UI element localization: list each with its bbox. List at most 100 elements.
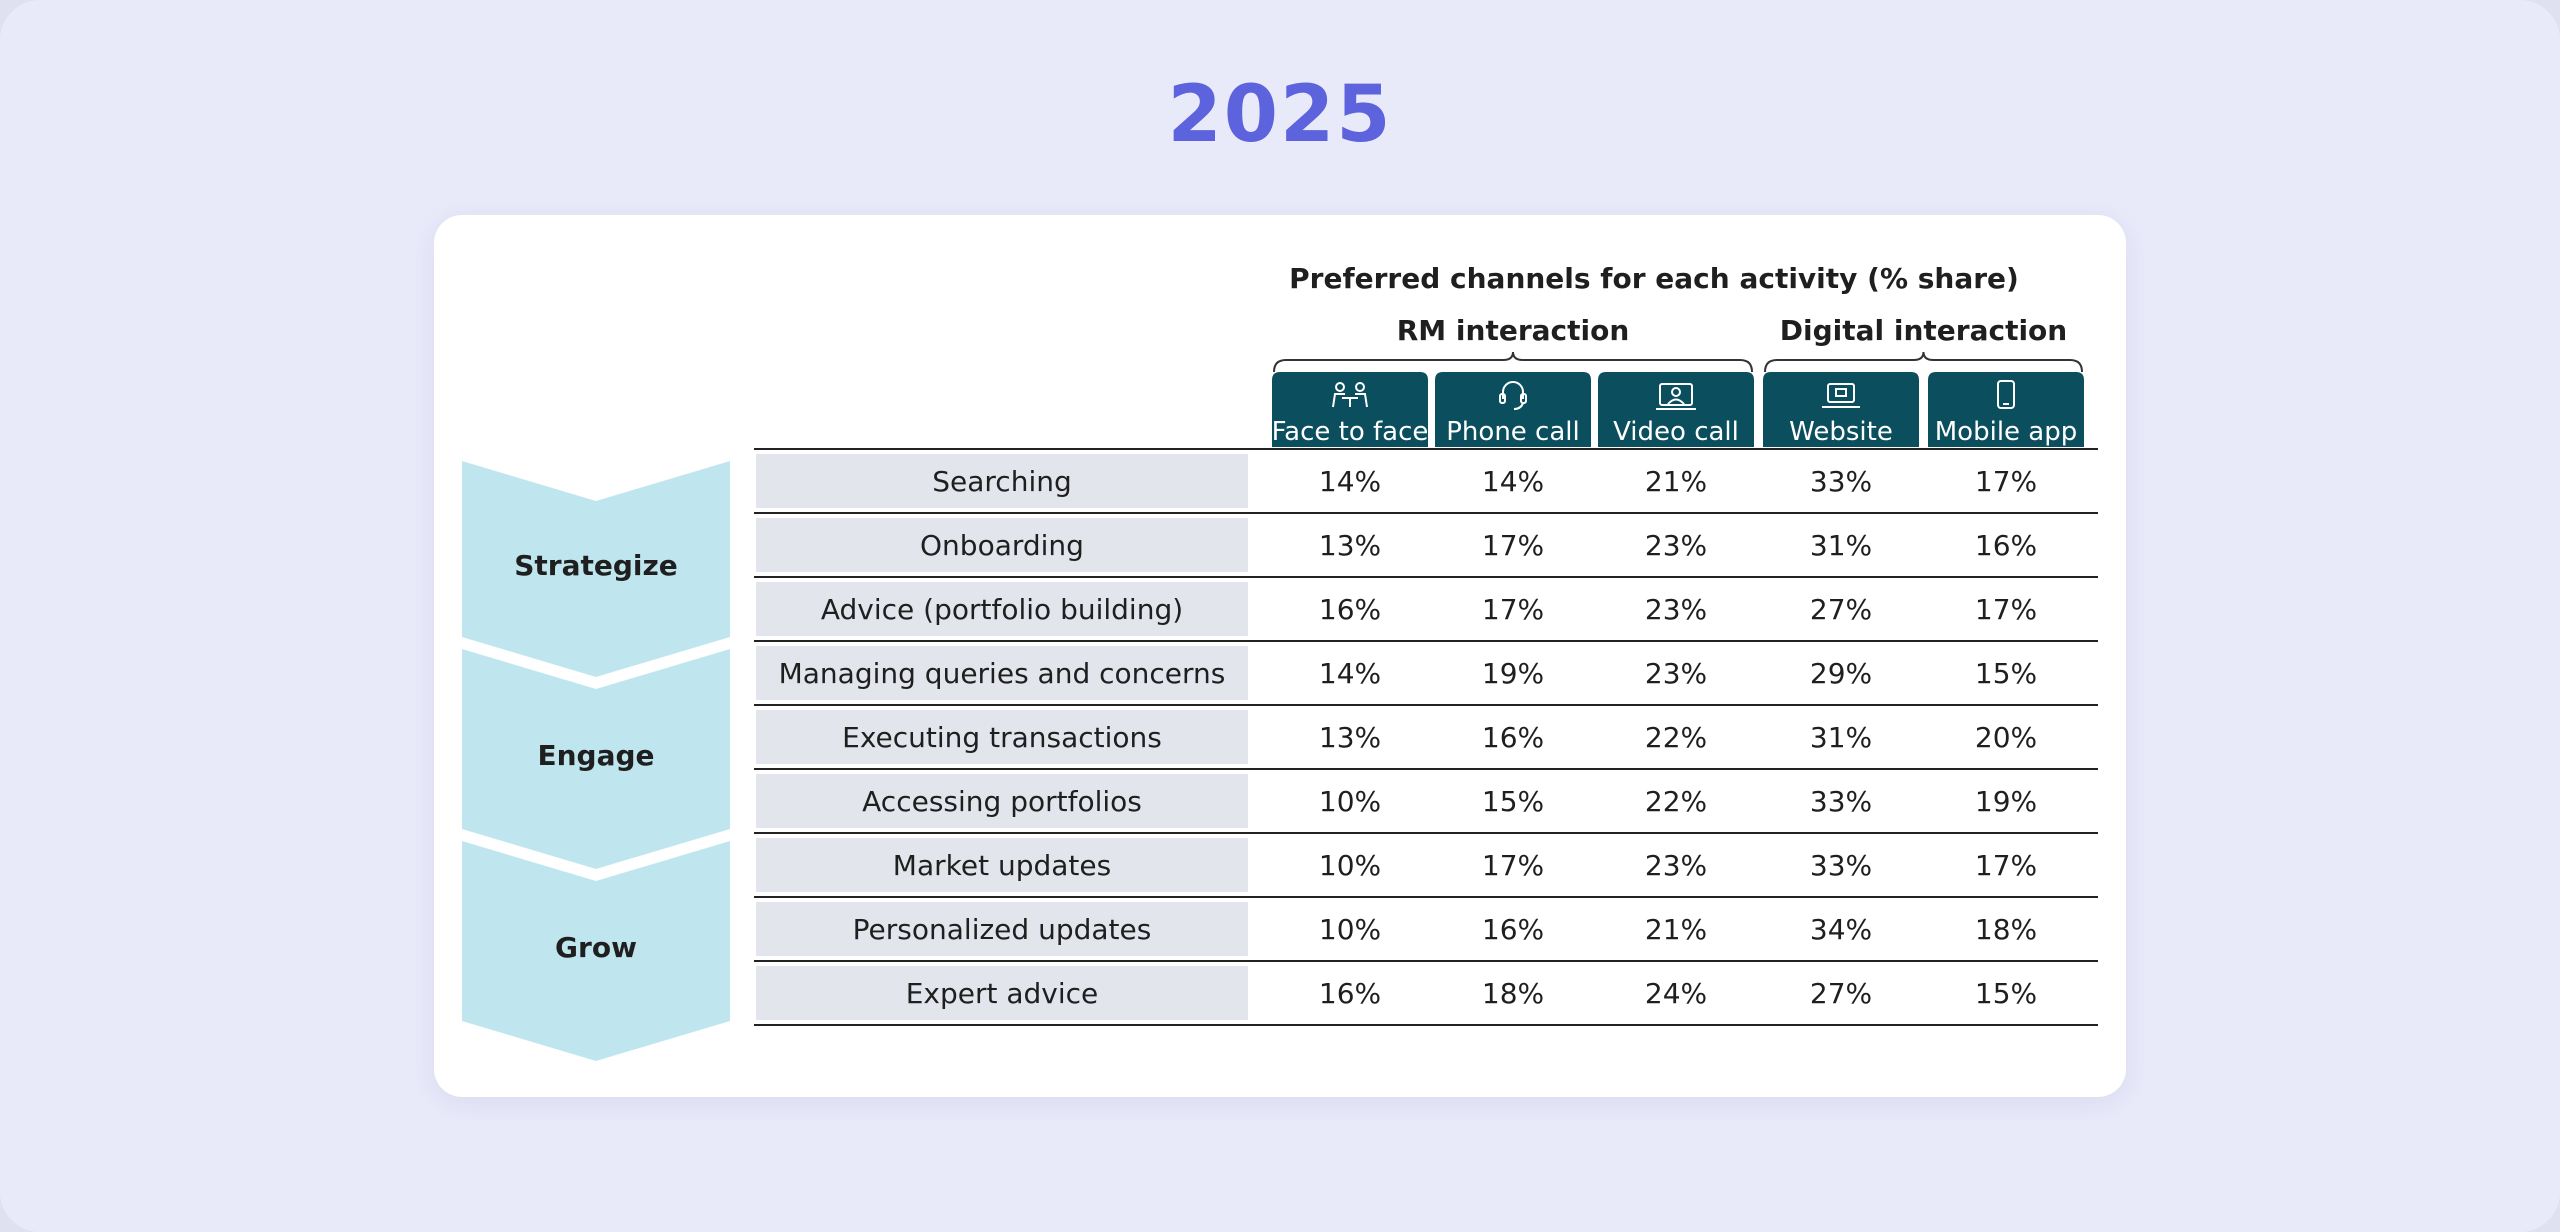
column-header-label: Website bbox=[1789, 417, 1893, 447]
column-header: Website bbox=[1763, 372, 1919, 447]
stage-chevron-shape bbox=[462, 461, 730, 677]
group-brace bbox=[1273, 351, 1753, 373]
cell-value: 17% bbox=[1482, 529, 1544, 562]
cell-value: 15% bbox=[1975, 657, 2037, 690]
video-call-icon bbox=[1656, 383, 1696, 410]
cell-value: 23% bbox=[1645, 657, 1707, 690]
icon-part bbox=[1659, 383, 1693, 406]
headset-icon bbox=[1499, 381, 1527, 410]
cell-value: 27% bbox=[1810, 977, 1872, 1010]
cell-value: 19% bbox=[1482, 657, 1544, 690]
icon-part bbox=[1499, 393, 1506, 404]
cell-value: 10% bbox=[1319, 849, 1381, 882]
stage-label: Grow bbox=[555, 931, 637, 964]
activity-label: Advice (portfolio building) bbox=[821, 593, 1183, 626]
cell-value: 17% bbox=[1482, 593, 1544, 626]
icon-part bbox=[1997, 380, 2015, 409]
column-header-label: Face to face bbox=[1272, 417, 1429, 447]
column-header-label: Mobile app bbox=[1935, 417, 2078, 447]
cell-value: 17% bbox=[1975, 465, 2037, 498]
cell-value: 16% bbox=[1319, 977, 1381, 1010]
table-row: Managing queries and concerns 14% 19% 23% 29… bbox=[754, 646, 2098, 706]
icon-part bbox=[1520, 393, 1527, 404]
page-title: 2025 bbox=[1167, 70, 1393, 160]
laptop-icon bbox=[1822, 383, 1860, 408]
cell-value: 15% bbox=[1975, 977, 2037, 1010]
table-row: Market updates 10% 17% 23% 33% 17% bbox=[754, 838, 2098, 898]
cell-value: 21% bbox=[1645, 913, 1707, 946]
column-header: Face to face bbox=[1272, 372, 1429, 447]
table-row: Accessing portfolios 10% 15% 22% 33% 19% bbox=[754, 774, 2098, 834]
meeting-icon bbox=[1332, 382, 1368, 408]
activity-label: Accessing portfolios bbox=[862, 785, 1142, 818]
table-row: Executing transactions 13% 16% 22% 31% 20% bbox=[754, 710, 2098, 770]
cell-value: 33% bbox=[1810, 785, 1872, 818]
activity-label-bg bbox=[756, 582, 1248, 636]
cell-value: 15% bbox=[1482, 785, 1544, 818]
cell-value: 10% bbox=[1319, 913, 1381, 946]
activity-label: Personalized updates bbox=[853, 913, 1152, 946]
cell-value: 10% bbox=[1319, 785, 1381, 818]
cell-value: 14% bbox=[1319, 657, 1381, 690]
stage-chevron-shape bbox=[462, 841, 730, 1061]
cell-value: 14% bbox=[1482, 465, 1544, 498]
column-header-label: Phone call bbox=[1446, 417, 1579, 447]
group-label: RM interaction bbox=[1397, 314, 1630, 347]
column-header-bg bbox=[1763, 372, 1919, 447]
cell-value: 16% bbox=[1975, 529, 2037, 562]
activity-label: Expert advice bbox=[906, 977, 1099, 1010]
activity-label-bg bbox=[756, 646, 1248, 700]
activity-label-bg bbox=[756, 710, 1248, 764]
icon-part bbox=[1656, 398, 1696, 410]
activity-label-bg bbox=[756, 774, 1248, 828]
column-header-bg bbox=[1928, 372, 2084, 447]
cell-value: 23% bbox=[1645, 593, 1707, 626]
cell-value: 27% bbox=[1810, 593, 1872, 626]
group-brace bbox=[1764, 351, 2083, 373]
cell-value: 13% bbox=[1319, 529, 1381, 562]
column-header-label: Video call bbox=[1613, 417, 1739, 447]
column-header-bg bbox=[1435, 372, 1591, 447]
column-header: Mobile app bbox=[1928, 372, 2084, 447]
stage-label: Strategize bbox=[514, 549, 678, 582]
table-title: Preferred channels for each activity (% … bbox=[1289, 262, 2019, 295]
table-row: Advice (portfolio building) 16% 17% 23% 27% 1… bbox=[754, 582, 2098, 642]
icon-part bbox=[1355, 382, 1365, 392]
cell-value: 17% bbox=[1975, 849, 2037, 882]
table-row: Personalized updates 10% 16% 21% 34% 18% bbox=[754, 902, 2098, 962]
cell-value: 17% bbox=[1482, 849, 1544, 882]
activity-label: Onboarding bbox=[920, 529, 1084, 562]
icon-part bbox=[1827, 383, 1855, 403]
cell-value: 29% bbox=[1810, 657, 1872, 690]
cell-value: 23% bbox=[1645, 849, 1707, 882]
group-label: Digital interaction bbox=[1780, 314, 2067, 347]
activity-label-bg bbox=[756, 902, 1248, 956]
cell-value: 17% bbox=[1975, 593, 2037, 626]
cell-value: 18% bbox=[1975, 913, 2037, 946]
activity-label: Searching bbox=[932, 465, 1072, 498]
icon-part bbox=[1335, 382, 1345, 392]
cell-value: 16% bbox=[1482, 721, 1544, 754]
cell-value: 20% bbox=[1975, 721, 2037, 754]
stage-chevron: Strategize bbox=[462, 461, 730, 677]
column-header-bg bbox=[1272, 372, 1428, 447]
icon-part bbox=[1513, 402, 1524, 410]
cell-value: 31% bbox=[1810, 529, 1872, 562]
cell-value: 23% bbox=[1645, 529, 1707, 562]
cell-value: 34% bbox=[1810, 913, 1872, 946]
cell-value: 22% bbox=[1645, 721, 1707, 754]
stage-chevron-shape bbox=[462, 649, 730, 869]
column-header: Phone call bbox=[1435, 372, 1591, 447]
cell-value: 16% bbox=[1319, 593, 1381, 626]
activity-label-bg bbox=[756, 838, 1248, 892]
cell-value: 16% bbox=[1482, 913, 1544, 946]
cell-value: 33% bbox=[1810, 849, 1872, 882]
table-row: Searching 14% 14% 21% 33% 17% bbox=[754, 454, 2098, 514]
channel-preference-table: Preferred channels for each activity (% … bbox=[462, 262, 2098, 1061]
icon-part bbox=[1502, 381, 1524, 399]
table-row: Onboarding 13% 17% 23% 31% 16% bbox=[754, 518, 2098, 578]
chart-card: Preferred channels for each activity (% … bbox=[434, 215, 2126, 1097]
cell-value: 33% bbox=[1810, 465, 1872, 498]
activity-label-bg bbox=[756, 454, 1248, 508]
activity-label: Market updates bbox=[893, 849, 1111, 882]
